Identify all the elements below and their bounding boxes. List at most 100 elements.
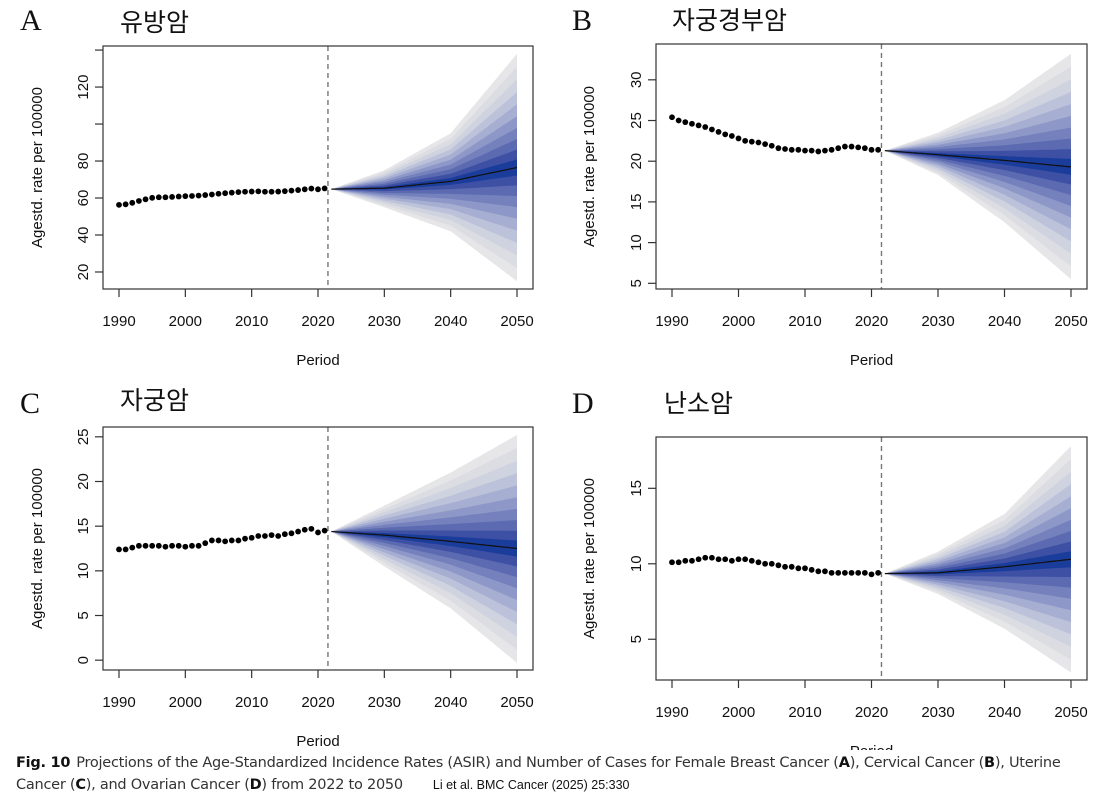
y-axis: 5 10 15 20 25 30 Agestd. rate per 100000 (581, 71, 656, 287)
data-point (689, 557, 695, 564)
data-point (788, 146, 795, 153)
observed-series (116, 185, 328, 208)
forecast-fan (884, 446, 1071, 673)
forecast-fan (331, 435, 517, 663)
x-tick-label: 1990 (655, 704, 688, 721)
forecast-median-line (331, 166, 518, 190)
data-point (728, 133, 735, 139)
data-point (709, 126, 715, 133)
data-point (136, 198, 142, 204)
data-point (255, 188, 262, 195)
data-point (262, 188, 268, 195)
x-tick-label: 2010 (788, 313, 821, 330)
x-tick-label: 2010 (788, 704, 821, 721)
data-point (295, 528, 301, 535)
data-point (321, 185, 328, 192)
data-point (675, 559, 682, 566)
data-point (262, 533, 268, 539)
data-point (235, 537, 242, 544)
data-point (795, 146, 802, 153)
data-point (149, 194, 156, 201)
data-point (768, 142, 775, 149)
data-point (669, 559, 675, 566)
data-point (321, 527, 328, 534)
x-tick-label: 2030 (921, 704, 954, 721)
data-point (748, 557, 755, 564)
caption-fragment: ), Uterine Cancer ( (16, 755, 1061, 793)
data-point (268, 188, 275, 195)
data-point (848, 143, 855, 150)
y-tick-label: 0 (75, 656, 92, 664)
data-point (748, 138, 755, 145)
data-point (116, 201, 122, 208)
data-point (175, 193, 182, 200)
data-point (735, 135, 742, 142)
data-point (248, 188, 255, 195)
data-point (822, 568, 828, 575)
data-point (755, 139, 762, 146)
x-tick-label: 2050 (1054, 313, 1087, 330)
data-point (268, 532, 275, 538)
data-point (195, 192, 202, 199)
panel-letter: A (20, 4, 42, 37)
data-point (675, 117, 682, 124)
figure-caption: Fig. 10 Projections of the Age-Standardiz… (16, 752, 1096, 796)
data-point (202, 540, 209, 547)
x-tick-label: 2050 (500, 694, 533, 711)
x-axis: 1990 2000 2010 2020 2030 2040 2050 Period (102, 670, 534, 750)
y-tick-label: 15 (628, 194, 645, 211)
x-axis: 1990 2000 2010 2020 2030 2040 2050 Period (102, 289, 534, 369)
data-point (828, 146, 835, 153)
citation: Li et al. BMC Cancer (2025) 25:330 (432, 778, 630, 792)
data-point (782, 563, 788, 570)
data-point (775, 145, 782, 152)
panel-letter: C (20, 387, 40, 420)
data-point (742, 556, 749, 563)
y-tick-label: 60 (75, 190, 92, 207)
data-point (868, 146, 875, 153)
y-tick-label: 20 (628, 153, 645, 170)
data-point (122, 546, 129, 553)
x-tick-label: 2010 (235, 313, 268, 330)
x-axis-label: Period (850, 352, 893, 369)
data-point (808, 566, 815, 573)
x-axis: 1990 2000 2010 2020 2030 2040 2050 Period (655, 289, 1088, 369)
caption-panel-ref: C (75, 777, 86, 793)
y-tick-label: 120 (75, 75, 92, 100)
y-tick-label: 25 (75, 428, 92, 445)
data-point (195, 542, 202, 549)
data-point (762, 560, 768, 567)
data-point (855, 569, 862, 576)
data-point (682, 119, 689, 126)
y-axis-label: Agestd. rate per 100000 (29, 468, 46, 629)
y-axis: 20 40 60 80 120 Agestd. rate per 100000 (29, 49, 103, 280)
data-point (702, 554, 709, 561)
y-tick-label: 10 (75, 562, 92, 579)
x-tick-label: 2020 (855, 313, 888, 330)
x-tick-label: 2050 (500, 313, 533, 330)
x-tick-label: 2000 (169, 313, 202, 330)
data-point (208, 191, 215, 198)
y-tick-label: 5 (628, 279, 645, 287)
data-point (235, 189, 242, 195)
data-point (848, 569, 855, 576)
data-point (228, 537, 235, 544)
data-point (715, 129, 722, 135)
data-point (301, 186, 308, 193)
observed-series (116, 525, 328, 553)
data-point (755, 559, 762, 566)
x-tick-label: 2040 (434, 694, 467, 711)
forecast-median-line (884, 150, 1072, 168)
data-point (695, 556, 702, 563)
data-point (695, 122, 702, 129)
data-point (788, 563, 795, 570)
y-tick-label: 10 (628, 555, 645, 572)
chart-title: 유방암 (120, 8, 189, 37)
data-point (875, 569, 882, 576)
data-point (775, 562, 782, 569)
y-tick-label: 5 (75, 611, 92, 619)
forecast-median-line (331, 530, 518, 550)
data-point (182, 543, 189, 550)
